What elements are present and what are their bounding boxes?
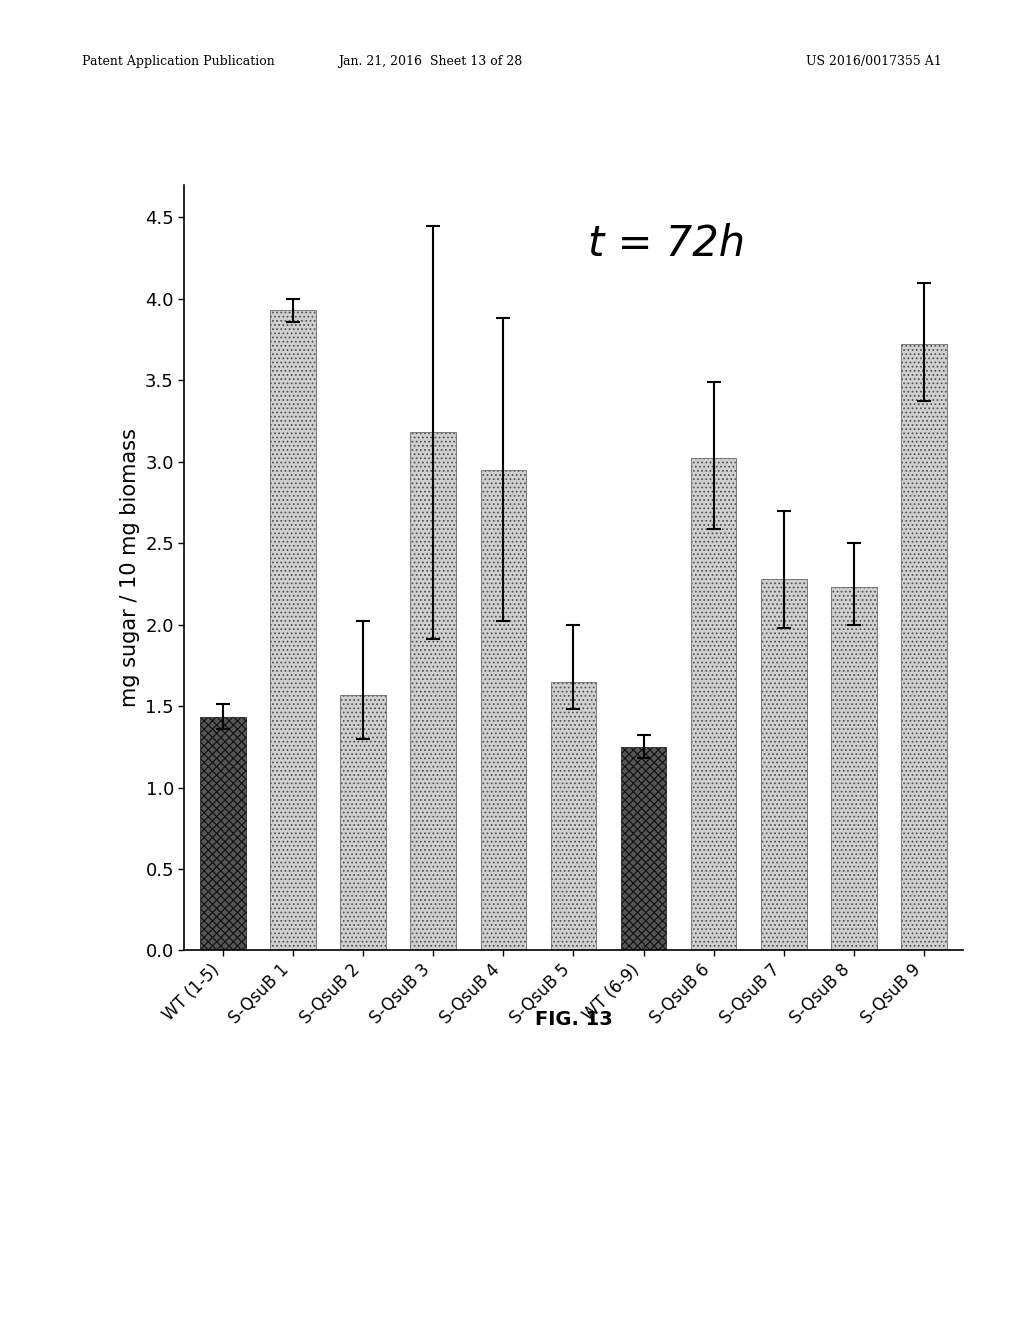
- Y-axis label: mg sugar / 10 mg biomass: mg sugar / 10 mg biomass: [120, 428, 139, 708]
- Text: FIG. 13: FIG. 13: [535, 1010, 612, 1028]
- Bar: [901, 345, 947, 950]
- Bar: [200, 718, 246, 950]
- Text: Jan. 21, 2016  Sheet 13 of 28: Jan. 21, 2016 Sheet 13 of 28: [338, 55, 522, 69]
- Text: t = 72h: t = 72h: [588, 223, 745, 265]
- Bar: [411, 433, 456, 950]
- Text: US 2016/0017355 A1: US 2016/0017355 A1: [806, 55, 942, 69]
- Bar: [551, 681, 596, 950]
- Bar: [480, 470, 526, 950]
- Bar: [691, 458, 736, 950]
- Bar: [761, 579, 807, 950]
- Bar: [831, 587, 877, 950]
- Bar: [270, 310, 315, 950]
- Text: Patent Application Publication: Patent Application Publication: [82, 55, 274, 69]
- Bar: [340, 694, 386, 950]
- Bar: [621, 747, 667, 950]
